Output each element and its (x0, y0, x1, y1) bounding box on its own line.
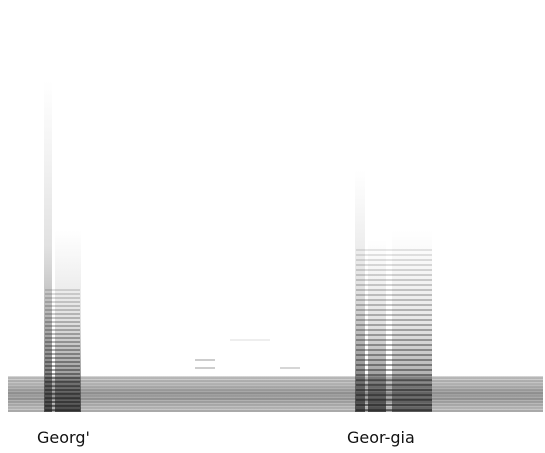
vowel-formants (368, 240, 386, 412)
striations (8, 250, 543, 411)
spectrogram: Georg' Geor-gia (0, 0, 545, 453)
word-label: Georg' (37, 428, 90, 447)
vowel-formants (55, 230, 81, 412)
figure: Georg' Geor-gia (0, 0, 545, 453)
word-label: Geor-gia (347, 428, 415, 447)
